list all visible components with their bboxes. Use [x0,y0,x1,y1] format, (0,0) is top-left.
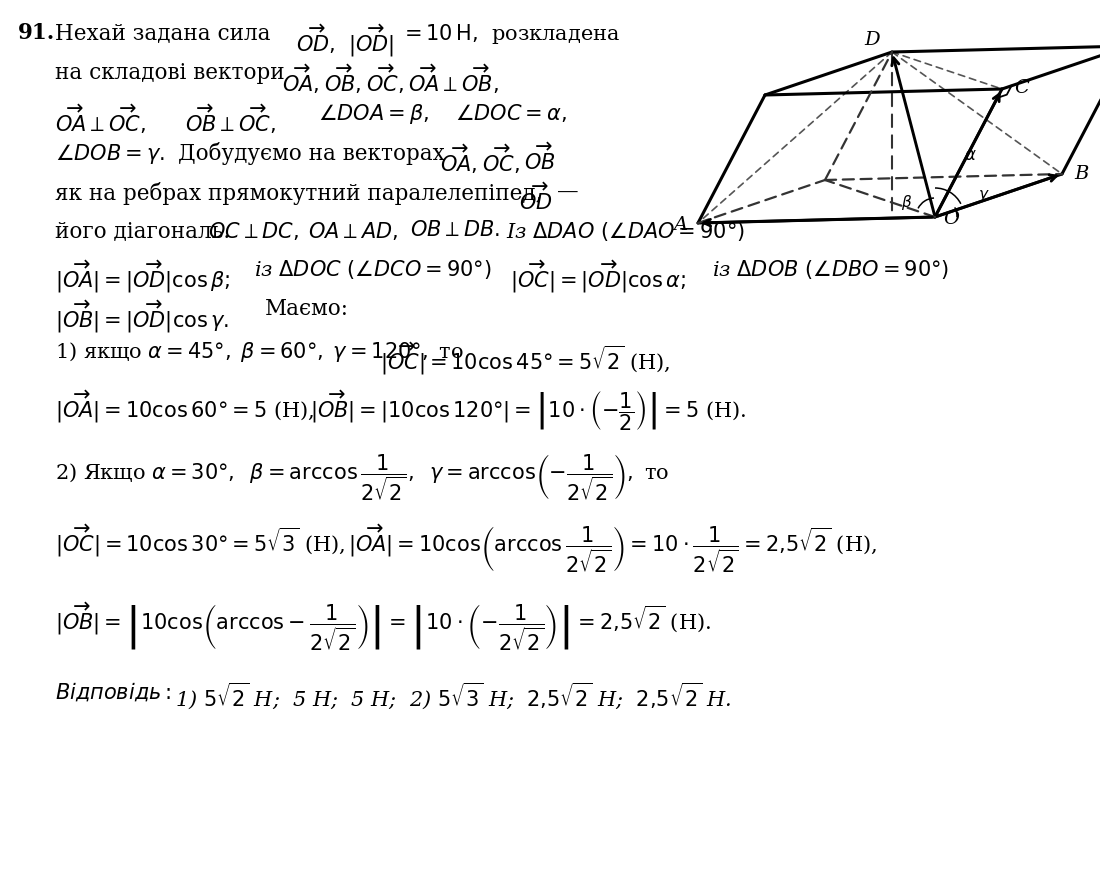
Text: $\overrightarrow{OB},$: $\overrightarrow{OB},$ [324,62,362,96]
Text: $OA \perp AD,\;$: $OA \perp AD,\;$ [308,220,398,241]
Text: O: O [943,210,959,227]
Text: $|\overrightarrow{OC}| = 10\cos 45° = 5\sqrt{2}$ (Н),: $|\overrightarrow{OC}| = 10\cos 45° = 5\… [379,340,670,377]
Text: $\overrightarrow{OA} \perp \overrightarrow{OC},$: $\overrightarrow{OA} \perp \overrightarr… [55,102,146,135]
Text: $|\overrightarrow{OA}| = |\overrightarrow{OD}|\cos\beta;$: $|\overrightarrow{OA}| = |\overrightarro… [55,258,230,294]
Text: 1) $5\sqrt{2}$ Н;  5 Н;  5 Н;  2) $5\sqrt{3}$ Н;  $2{,}5\sqrt{2}$ Н;  $2{,}5\sqr: 1) $5\sqrt{2}$ Н; 5 Н; 5 Н; 2) $5\sqrt{3… [175,680,732,710]
Text: D: D [865,31,880,49]
Text: 91.: 91. [18,22,55,44]
Text: $\beta$: $\beta$ [901,192,913,212]
Text: на складові вектори: на складові вектори [55,62,285,84]
Text: його діагональ.: його діагональ. [55,220,230,241]
Text: $\overrightarrow{OD}$: $\overrightarrow{OD}$ [519,182,552,213]
Text: 1) якщо $\alpha = 45°,\; \beta = 60°,\; \gamma = 120°,$ то: 1) якщо $\alpha = 45°,\; \beta = 60°,\; … [55,340,463,363]
Text: $OC \perp DC,\;$: $OC \perp DC,\;$ [208,220,299,241]
Text: $|\overrightarrow{OB}| = \left|10\cos\!\left(\arccos\!-\dfrac{1}{2\sqrt{2}}\righ: $|\overrightarrow{OB}| = \left|10\cos\!\… [55,600,711,652]
Text: як на ребрах прямокутний паралелепіпед,: як на ребрах прямокутний паралелепіпед, [55,182,542,205]
Text: $\it{Відповідь:}$: $\it{Відповідь:}$ [55,680,172,702]
Text: $\overrightarrow{OA} \perp \overrightarrow{OB},$: $\overrightarrow{OA} \perp \overrightarr… [408,62,498,96]
Text: $|\overrightarrow{OB}| = |10\cos 120°| = \left|10\cdot\left(-\dfrac{1}{2}\right): $|\overrightarrow{OB}| = |10\cos 120°| =… [310,387,747,432]
Text: $\angle DOC = \alpha,$: $\angle DOC = \alpha,$ [455,102,566,124]
Text: $\overrightarrow{OD},$: $\overrightarrow{OD},$ [296,22,336,55]
Text: $|\overrightarrow{OC}| = |\overrightarrow{OD}|\cos\alpha;$: $|\overrightarrow{OC}| = |\overrightarro… [510,258,686,294]
Text: $\angle DOB = \gamma.$: $\angle DOB = \gamma.$ [55,142,165,166]
Text: $|\overrightarrow{OB}| = |\overrightarrow{OD}|\cos\gamma.$: $|\overrightarrow{OB}| = |\overrightarro… [55,298,229,335]
Text: $\overrightarrow{OB} \perp \overrightarrow{OC},$: $\overrightarrow{OB} \perp \overrightarr… [185,102,276,135]
Text: $\overrightarrow{OB}$: $\overrightarrow{OB}$ [524,142,556,174]
Text: із $\Delta DOC$ $(\angle DCO = 90°)$: із $\Delta DOC$ $(\angle DCO = 90°)$ [254,258,492,281]
Text: Із $\Delta DAO$ $(\angle DAO = 90°)$: Із $\Delta DAO$ $(\angle DAO = 90°)$ [506,220,745,242]
Text: $\overrightarrow{OA},$: $\overrightarrow{OA},$ [282,62,319,96]
Text: $\overrightarrow{OC},$: $\overrightarrow{OC},$ [366,62,404,96]
Text: $\overrightarrow{OA},$: $\overrightarrow{OA},$ [440,142,477,176]
Text: $|\overrightarrow{OA}| = 10\cos 60° = 5$ (Н),: $|\overrightarrow{OA}| = 10\cos 60° = 5$… [55,387,315,424]
Text: A: A [674,216,688,234]
Text: —: — [557,182,579,204]
Text: B: B [1074,165,1088,183]
Text: із $\Delta DOB$ $(\angle DBO = 90°)$: із $\Delta DOB$ $(\angle DBO = 90°)$ [712,258,949,281]
Text: 2) Якщо $\alpha = 30°,\;\; \beta = \arccos\dfrac{1}{2\sqrt{2}},\;\;\gamma = \arc: 2) Якщо $\alpha = 30°,\;\; \beta = \arcc… [55,451,669,502]
Text: $|\overrightarrow{OA}| = 10\cos\!\left(\arccos\dfrac{1}{2\sqrt{2}}\right)= 10\cd: $|\overrightarrow{OA}| = 10\cos\!\left(\… [348,522,877,574]
Text: $|\overrightarrow{OD}|$: $|\overrightarrow{OD}|$ [348,22,394,59]
Text: $OB \perp DB.$: $OB \perp DB.$ [410,220,500,240]
Text: $= 10\,\text{Н,}$  розкладена: $= 10\,\text{Н,}$ розкладена [400,22,620,46]
Text: $|\overrightarrow{OC}| = 10\cos 30° = 5\sqrt{3}$ (Н),: $|\overrightarrow{OC}| = 10\cos 30° = 5\… [55,522,345,558]
Text: Маємо:: Маємо: [265,298,349,320]
Text: $\overrightarrow{OC},$: $\overrightarrow{OC},$ [482,142,519,176]
Text: Нехай задана сила: Нехай задана сила [55,22,271,44]
Text: C: C [1014,79,1028,97]
Text: $\gamma$: $\gamma$ [978,188,990,204]
Text: $\alpha$: $\alpha$ [964,147,977,163]
Text: $\angle DOA = \beta,$: $\angle DOA = \beta,$ [318,102,429,126]
Text: Добудуємо на векторах: Добудуємо на векторах [178,142,444,165]
